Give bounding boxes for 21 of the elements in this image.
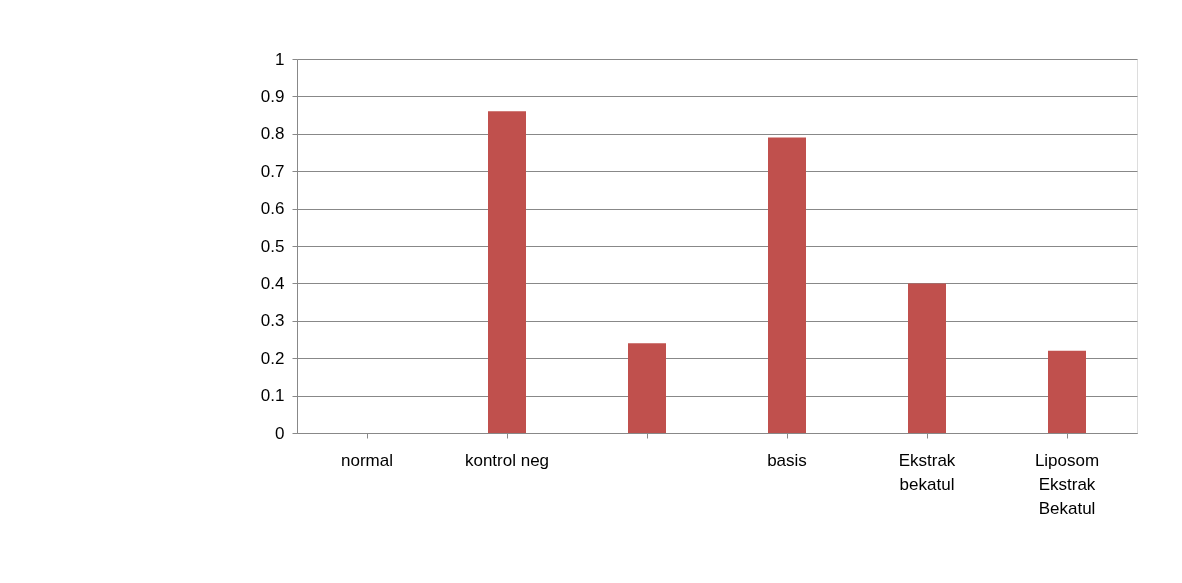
y-tick-label: 0.4 <box>260 273 285 293</box>
y-tick-label: 0.6 <box>260 199 285 219</box>
y-tick-label: 0.9 <box>260 86 285 106</box>
x-tick-label: kontrol neg <box>464 450 550 470</box>
x-tick-label: Liposom Ekstrak Bekatul <box>1034 450 1100 518</box>
x-tick-label: normal <box>341 450 393 470</box>
y-tick-label: 0.1 <box>260 386 285 406</box>
y-tick-label: 0 <box>275 423 285 443</box>
bar <box>1048 350 1086 433</box>
bar <box>908 283 946 433</box>
y-tick-label: 0.2 <box>260 348 285 368</box>
bar <box>768 137 806 433</box>
bar <box>628 343 666 433</box>
bar <box>488 111 526 433</box>
x-tick-label: basis <box>767 450 807 470</box>
y-tick-label: 0.8 <box>260 124 285 144</box>
y-tick-label: 1 <box>275 49 285 69</box>
x-tick-label: Ekstrak bekatul <box>898 450 956 494</box>
y-tick-label: 0.7 <box>260 161 285 181</box>
y-tick-label: 0.3 <box>260 311 285 331</box>
y-tick-label: 0.5 <box>260 236 285 256</box>
